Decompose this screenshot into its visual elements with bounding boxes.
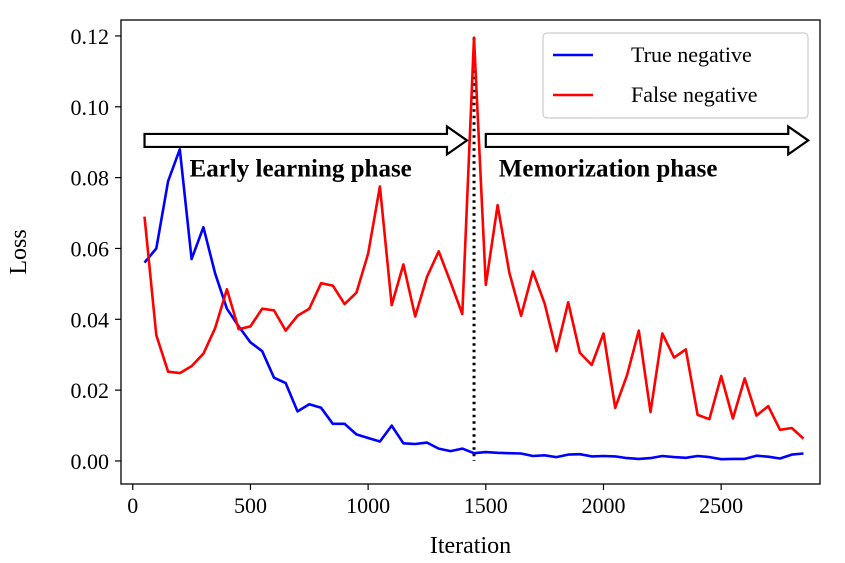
phase-arrow xyxy=(143,124,469,157)
legend: True negative False negative xyxy=(542,32,809,119)
phase-label: Early learning phase xyxy=(190,155,412,182)
y-axis-label: Loss xyxy=(6,229,32,274)
y-tick-label: 0.02 xyxy=(71,378,110,403)
y-tick-label: 0.10 xyxy=(71,95,110,120)
x-axis-ticks: 0 500 1000 1500 2000 2500 xyxy=(127,484,743,518)
y-tick-label: 0.06 xyxy=(71,236,110,261)
series-line-true-negative xyxy=(143,148,804,461)
legend-label: False negative xyxy=(631,82,757,107)
phase-label: Memorization phase xyxy=(499,155,718,182)
series-layer xyxy=(143,36,805,461)
x-tick-label: 0 xyxy=(127,493,138,518)
legend-box xyxy=(542,32,809,119)
x-axis-label: Iteration xyxy=(430,533,511,559)
x-tick-label: 1500 xyxy=(464,493,508,518)
y-tick-label: 0.04 xyxy=(71,307,110,332)
annotation-layer: Early learning phase Memorization phase xyxy=(143,124,811,182)
y-axis-ticks: 0.00 0.02 0.04 0.06 0.08 0.10 0.12 xyxy=(71,24,121,474)
legend-label: True negative xyxy=(631,42,752,67)
phase-arrow xyxy=(484,124,811,157)
x-tick-label: 1000 xyxy=(346,493,390,518)
y-tick-label: 0.08 xyxy=(71,166,110,191)
series-line-false-negative xyxy=(143,36,805,440)
axes-frame xyxy=(120,19,821,485)
x-tick-label: 2500 xyxy=(699,493,743,518)
y-tick-label: 0.00 xyxy=(71,449,110,474)
y-tick-label: 0.12 xyxy=(71,24,110,49)
x-tick-label: 2000 xyxy=(581,493,625,518)
x-tick-label: 500 xyxy=(234,493,267,518)
